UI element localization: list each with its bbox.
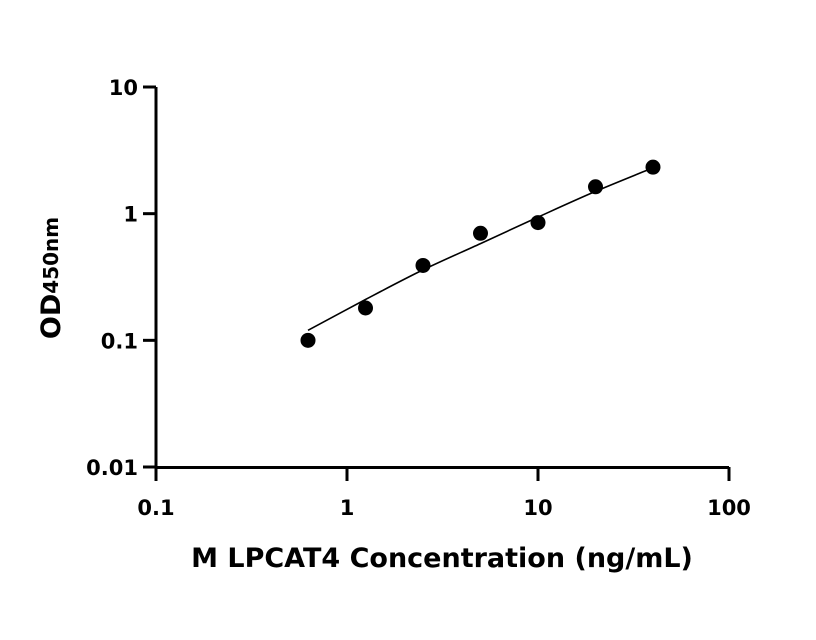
y-axis-title: OD450nm <box>36 217 67 339</box>
svg-text:OD450nm: OD450nm <box>36 217 67 339</box>
data-point <box>300 332 316 348</box>
x-axis-title: M LPCAT4 Concentration (ng/mL) <box>191 543 693 574</box>
x-tick-label: 100 <box>707 496 751 520</box>
y-tick-label: 1 <box>123 203 138 227</box>
x-ticks: 0.1 1 10 100 <box>137 467 751 520</box>
y-axis-title-main: OD <box>36 294 67 339</box>
data-point <box>645 159 661 175</box>
data-point <box>530 215 546 231</box>
y-axis-title-sub: 450nm <box>39 217 63 294</box>
x-tick-label: 0.1 <box>137 496 174 520</box>
y-tick-label: 0.01 <box>86 456 138 480</box>
data-point <box>415 257 431 273</box>
x-tick-label: 1 <box>340 496 355 520</box>
y-tick-label: 10 <box>109 76 138 100</box>
x-tick-label: 10 <box>523 496 552 520</box>
data-point <box>358 300 374 316</box>
data-points <box>300 159 661 348</box>
data-point <box>587 179 603 195</box>
y-tick-label: 0.1 <box>101 329 138 353</box>
data-point <box>473 225 489 241</box>
y-ticks: 0.01 0.1 1 10 <box>86 76 156 480</box>
